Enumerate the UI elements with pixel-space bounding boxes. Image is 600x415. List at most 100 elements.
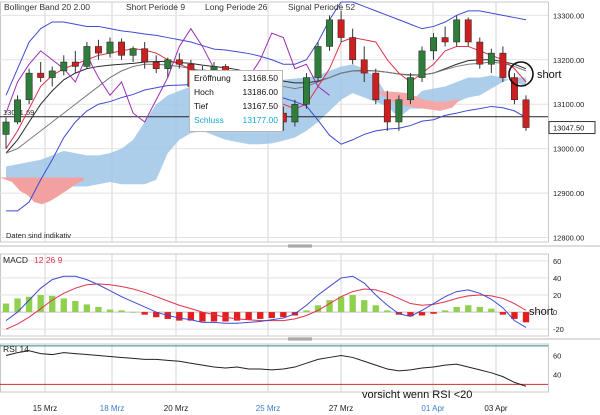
candle-body-29 <box>337 19 345 38</box>
macd-histogram-bar-15 <box>176 312 183 321</box>
macd-histogram-bar-23 <box>268 312 275 319</box>
macd-histogram-bar-7 <box>83 304 91 313</box>
candle-body-7 <box>83 46 91 67</box>
candle-body-36 <box>418 50 426 78</box>
candle-body-44 <box>511 77 518 101</box>
macd-histogram-bar-27 <box>314 305 322 313</box>
macd-y-tick-3: 0 <box>553 308 557 317</box>
candle-body-30 <box>349 37 357 61</box>
legend-short-period: Short Periode 9 <box>126 2 185 12</box>
macd-histogram-bar-9 <box>106 309 114 313</box>
macd-histogram-bar-42 <box>488 308 495 313</box>
macd-histogram-bar-13 <box>153 312 160 318</box>
legend-long-period: Long Periode 26 <box>205 2 268 12</box>
candle-body-4 <box>48 70 56 78</box>
tooltip-close-value: 13177.00 <box>242 115 278 125</box>
candle-body-13 <box>152 61 160 69</box>
macd-histogram-bar-6 <box>72 300 79 313</box>
tooltip-close-label: Schluss <box>194 115 224 125</box>
macd-line <box>5 275 527 328</box>
current-price-tag <box>548 121 596 135</box>
macd-histogram-bar-0 <box>2 303 10 313</box>
candle-body-12 <box>141 48 149 63</box>
tooltip-open-label: Eröffnung <box>194 73 231 83</box>
candle-body-9 <box>106 41 114 54</box>
tooltip-row-low: Tief 13167.50 <box>190 99 282 113</box>
rsi-legend: RSI 14 <box>3 344 29 354</box>
candle-body-25 <box>291 103 299 123</box>
macd-histogram-bar-4 <box>49 295 56 313</box>
macd-histogram-bar-11 <box>129 312 137 313</box>
rsi-y-tick-0: 60 <box>553 352 561 361</box>
macd-histogram-bar-1 <box>14 298 21 313</box>
annotation-short-price: short <box>537 69 561 81</box>
candle-body-26 <box>303 77 310 105</box>
candle-body-10 <box>118 41 125 56</box>
current-price-label: 13047.50 <box>553 124 584 133</box>
candle-body-39 <box>453 19 461 43</box>
legend-bollinger: Bollinger Band 20 2.00 <box>4 2 90 12</box>
macd-histogram-bar-43 <box>499 312 507 315</box>
candle-body-35 <box>407 77 414 101</box>
price-y-tick-1: 13200.00 <box>553 56 584 65</box>
bollinger-upper-line <box>5 1 527 96</box>
macd-histogram-bar-40 <box>465 305 472 313</box>
macd-histogram-bar-33 <box>384 310 391 313</box>
macd-histogram-bar-26 <box>303 310 310 313</box>
macd-histogram-bar-24 <box>280 312 287 318</box>
legend-signal-period: Signal Periode 52 <box>288 2 355 12</box>
macd-histogram-bar-21 <box>245 312 252 320</box>
candle-body-31 <box>360 59 368 74</box>
macd-histogram-bar-28 <box>326 300 333 313</box>
tooltip-row-open: Eröffnung 13168.50 <box>190 71 282 85</box>
macd-histogram-bar-17 <box>199 312 206 322</box>
candle-body-28 <box>326 19 333 47</box>
rsi-warning-annotation: vorsicht wenn RSI <20 <box>362 389 472 401</box>
candle-body-8 <box>95 46 102 54</box>
macd-histogram-bar-29 <box>337 296 345 313</box>
candle-body-41 <box>476 41 484 65</box>
candle-body-11 <box>129 48 137 56</box>
macd-histogram-bar-45 <box>522 312 530 323</box>
candle-body-18 <box>210 66 218 71</box>
candle-body-43 <box>499 52 507 78</box>
tooltip-row-close: Schluss 13177.00 <box>190 113 282 127</box>
candle-body-1 <box>14 99 21 123</box>
tooltip-high-value: 13186.00 <box>242 87 278 97</box>
x-tick-label-4: 27 Mrz <box>329 404 353 413</box>
macd-histogram-bar-12 <box>141 312 148 315</box>
ohlc-tooltip: Eröffnung 13168.50 Hoch 13186.00 Tief 13… <box>189 70 283 132</box>
x-tick-label-0: 15 Mrz <box>33 404 57 413</box>
price-y-tick-5: 12800.00 <box>553 234 584 243</box>
candle-body-3 <box>37 72 45 78</box>
candle-body-14 <box>164 59 172 69</box>
macd-histogram-bar-3 <box>37 295 44 313</box>
macd-y-tick-0: 60 <box>553 257 561 266</box>
candle-body-34 <box>395 99 403 123</box>
macd-legend-title: MACD <box>3 255 28 265</box>
tooltip-row-high: Hoch 13186.00 <box>190 85 282 99</box>
macd-histogram-bar-5 <box>60 298 67 313</box>
price-y-tick-2: 13100.00 <box>553 100 584 109</box>
tooltip-low-label: Tief <box>194 101 208 111</box>
macd-histogram-bar-44 <box>511 312 518 319</box>
x-tick-label-2: 20 Mrz <box>164 404 188 413</box>
macd-histogram-bar-18 <box>210 312 218 322</box>
annotation-circle <box>508 61 534 87</box>
macd-histogram-bar-38 <box>441 310 449 313</box>
macd-histogram-bar-30 <box>349 295 356 313</box>
candle-body-42 <box>487 52 495 65</box>
x-tick-label-5: 01 Apr <box>421 404 444 413</box>
candle-body-0 <box>2 121 10 135</box>
price-y-tick-0: 13300.00 <box>553 11 584 20</box>
candle-body-2 <box>25 72 33 101</box>
tooltip-high-label: Hoch <box>194 87 214 97</box>
macd-histogram-bar-16 <box>187 312 195 321</box>
macd-histogram-bar-10 <box>118 310 125 313</box>
macd-histogram-bar-36 <box>418 312 426 316</box>
candle-body-33 <box>383 99 391 123</box>
macd-histogram-bar-2 <box>25 296 33 313</box>
candle-body-38 <box>441 37 449 43</box>
macd-histogram-bar-22 <box>257 312 264 319</box>
